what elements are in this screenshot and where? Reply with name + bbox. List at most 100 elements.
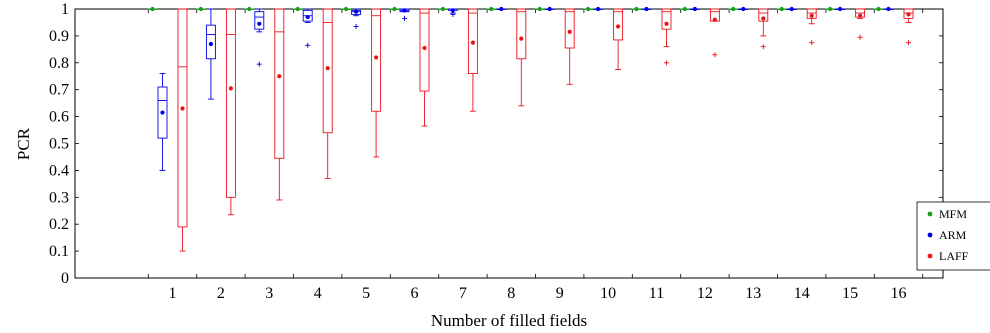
x-axis-ticks: 1 2 3 4 5 6 7 8 9 10 11 12 13 14 15 16: [147, 9, 924, 302]
x-tick-label: 15: [842, 285, 858, 302]
mfm-mean-marker: [731, 6, 736, 12]
y-tick-label: 0.4: [49, 162, 69, 179]
laff-box-13: [758, 8, 769, 50]
y-tick-label: 0.1: [49, 243, 69, 260]
laff-mean-marker: [664, 21, 669, 26]
arm-box-1: [157, 73, 168, 171]
mfm-box-2: [195, 6, 206, 12]
arm-box-3: [254, 8, 265, 67]
mfm-box-10: [583, 6, 594, 12]
mfm-mean-marker: [392, 6, 397, 12]
mfm-box-6: [389, 6, 400, 12]
y-axis-ticks: 0 0.1 0.2 0.3 0.4 0.5 0.6 0.7 0.8 0.9 1: [49, 1, 943, 287]
y-tick-label: 0.8: [49, 55, 69, 72]
laff-iqr-box: [758, 8, 769, 22]
legend-label-arm: ARM: [939, 228, 967, 242]
mfm-mean-marker: [537, 6, 542, 12]
arm-mean-marker: [499, 6, 504, 12]
arm-mean-marker: [257, 21, 262, 26]
x-tick-label: 7: [459, 285, 467, 302]
box-series: [147, 6, 914, 252]
laff-box-3: [274, 8, 285, 201]
arm-iqr-box: [205, 24, 216, 60]
arm-mean-marker: [305, 14, 310, 20]
laff-mean-marker: [712, 17, 718, 22]
arm-box-16: [883, 6, 894, 12]
arm-mean-marker: [160, 110, 165, 115]
laff-box-10: [613, 8, 624, 70]
laff-box-11: [661, 8, 672, 66]
laff-mean-marker: [567, 29, 572, 34]
arm-iqr-box: [254, 11, 265, 30]
arm-box-6: [399, 8, 410, 21]
legend-marker-arm: [927, 232, 933, 238]
arm-box-2: [205, 8, 216, 100]
x-tick-label: 16: [891, 285, 907, 302]
laff-box-6: [419, 8, 430, 127]
legend-label-mfm: MFM: [939, 207, 967, 221]
x-tick-label: 11: [649, 285, 664, 302]
laff-iqr-box: [225, 8, 236, 198]
mfm-mean-marker: [828, 6, 833, 12]
arm-mean-marker: [838, 6, 843, 12]
arm-box-9: [544, 6, 555, 12]
laff-mean-marker: [470, 40, 475, 45]
laff-iqr-box: [177, 8, 188, 228]
mfm-mean-marker: [876, 6, 881, 12]
arm-mean-marker: [789, 6, 794, 12]
laff-box-16: [903, 8, 914, 46]
laff-iqr-box: [467, 8, 478, 75]
laff-iqr-box: [274, 8, 285, 159]
laff-mean-marker: [616, 24, 621, 29]
x-axis-title: Number of filled fields: [431, 311, 587, 330]
x-tick-label: 3: [265, 285, 273, 302]
legend-label-laff: LAFF: [939, 249, 969, 263]
mfm-mean-marker: [247, 6, 252, 12]
laff-iqr-box: [371, 8, 382, 112]
arm-box-15: [835, 6, 846, 12]
laff-iqr-box: [903, 8, 914, 19]
laff-box-15: [855, 8, 866, 40]
mfm-box-15: [825, 6, 836, 12]
arm-mean-marker: [547, 6, 552, 12]
laff-mean-marker: [519, 36, 524, 41]
arm-mean-marker: [644, 6, 649, 12]
arm-box-13: [738, 6, 749, 12]
arm-box-11: [641, 6, 652, 12]
laff-mean-marker: [228, 86, 233, 91]
laff-box-1: [177, 8, 188, 252]
laff-iqr-box: [516, 8, 527, 60]
mfm-box-3: [244, 6, 255, 12]
arm-box-7: [447, 8, 458, 17]
mfm-box-8: [486, 6, 497, 12]
laff-mean-marker: [422, 45, 427, 51]
laff-box-14: [806, 8, 817, 46]
laff-iqr-box: [613, 8, 624, 41]
mfm-box-13: [728, 6, 739, 12]
mfm-mean-marker: [344, 6, 349, 12]
mfm-box-14: [776, 6, 787, 12]
laff-iqr-box: [419, 8, 430, 92]
laff-box-5: [371, 8, 382, 158]
laff-iqr-box: [661, 8, 672, 30]
laff-box-8: [516, 8, 527, 107]
mfm-box-16: [873, 6, 884, 12]
x-tick-label: 5: [362, 285, 370, 302]
arm-mean-marker: [402, 8, 407, 13]
y-axis-title: PCR: [14, 127, 33, 160]
arm-mean-marker: [741, 6, 746, 12]
arm-box-5: [351, 8, 362, 29]
mfm-mean-marker: [489, 6, 494, 12]
x-tick-label: 9: [556, 285, 564, 302]
mfm-box-11: [631, 6, 642, 12]
legend-marker-laff: [927, 253, 933, 259]
laff-iqr-box: [806, 8, 817, 19]
arm-mean-marker: [208, 41, 213, 47]
laff-box-2: [225, 8, 236, 216]
y-tick-label: 0.5: [49, 136, 69, 153]
x-tick-label: 10: [600, 285, 616, 302]
y-tick-label: 0.6: [49, 109, 69, 126]
laff-mean-marker: [809, 13, 814, 18]
laff-mean-marker: [858, 13, 863, 18]
